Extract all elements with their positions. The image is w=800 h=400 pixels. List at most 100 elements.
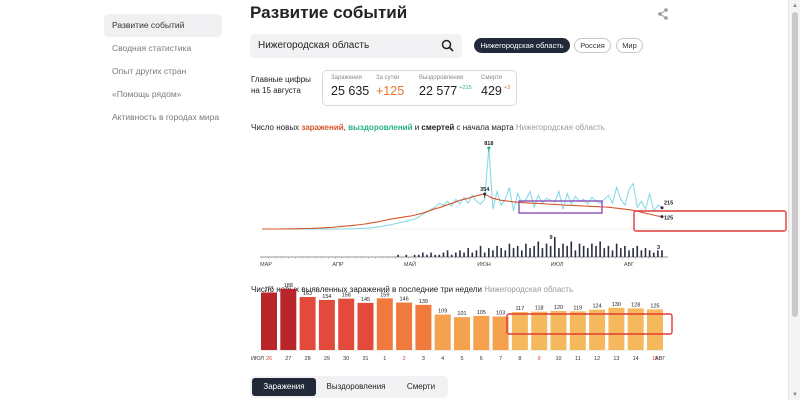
series-infections-line bbox=[262, 193, 663, 230]
death-bar bbox=[434, 254, 436, 257]
stat-delta: +215 bbox=[459, 85, 472, 91]
search-icon[interactable] bbox=[441, 39, 454, 52]
bar-value-label: 146 bbox=[400, 297, 409, 303]
peak-recoveries-label: 818 bbox=[484, 141, 493, 147]
stat-value: 22 577 +215 bbox=[419, 84, 472, 98]
sidebar-item-3[interactable]: «Помощь рядом» bbox=[112, 89, 182, 99]
death-bar bbox=[496, 245, 498, 257]
tab-recoveries[interactable]: Выздоровления bbox=[326, 382, 386, 391]
bar-value-label: 145 bbox=[361, 297, 370, 303]
death-bar bbox=[570, 241, 573, 257]
bar-value-label: 118 bbox=[535, 306, 544, 312]
death-bar bbox=[566, 245, 568, 257]
bar-day bbox=[569, 311, 586, 350]
death-bar bbox=[657, 250, 659, 257]
chart1-title-deaths: смертей bbox=[421, 123, 455, 132]
bar-month-start: ИЮЛ bbox=[251, 356, 264, 362]
death-bar bbox=[541, 248, 544, 257]
death-bar bbox=[397, 254, 399, 257]
stat-label: Заражения bbox=[331, 75, 362, 81]
death-bar bbox=[483, 252, 486, 257]
end-infections-label: 125 bbox=[664, 216, 673, 222]
chart1-title-prefix: Число новых bbox=[251, 123, 302, 132]
bar-day-label: 13 bbox=[613, 356, 619, 362]
death-bar bbox=[520, 250, 523, 257]
death-bar bbox=[459, 250, 461, 257]
bar-day-label: 1 bbox=[383, 356, 386, 362]
bar-value-label: 103 bbox=[496, 311, 505, 317]
death-peak-label: 9 bbox=[549, 235, 552, 241]
death-bar bbox=[504, 250, 507, 257]
death-bar bbox=[652, 252, 655, 257]
death-bar bbox=[599, 241, 601, 257]
bar-day-label: 8 bbox=[518, 356, 521, 362]
bar-day bbox=[454, 317, 470, 350]
chart1-title-and: и bbox=[412, 123, 422, 132]
death-bar bbox=[619, 248, 622, 257]
scroll-down-icon[interactable]: ▼ bbox=[792, 392, 798, 398]
main-figures-label-line1: Главные цифры bbox=[251, 75, 311, 84]
peak-recoveries-dot bbox=[487, 146, 491, 150]
bar-day-label: 10 bbox=[555, 356, 561, 362]
pill-russia[interactable]: Россия bbox=[574, 38, 611, 53]
death-bar bbox=[586, 248, 589, 257]
bar-day-label: 15 bbox=[652, 356, 658, 362]
death-bar bbox=[533, 245, 535, 257]
share-icon[interactable] bbox=[656, 7, 670, 21]
sidebar-nav: Развитие событий Сводная статистика Опыт д… bbox=[104, 14, 234, 129]
tab-deaths[interactable]: Смерти bbox=[406, 382, 436, 391]
month-tick-label: МАЙ bbox=[404, 260, 416, 268]
bar-day-label: 27 bbox=[285, 356, 291, 362]
sidebar-item-4[interactable]: Активность в городах мира bbox=[112, 112, 220, 122]
chart2-title-region: Нижегородская область bbox=[484, 285, 574, 294]
stat-deaths: Смерти 429 +3 bbox=[481, 75, 510, 98]
end-infections-dot bbox=[660, 215, 664, 219]
death-bar bbox=[463, 252, 465, 257]
death-bar bbox=[417, 254, 420, 257]
chart1-title-suffix: с начала марта bbox=[454, 123, 514, 132]
death-bar bbox=[422, 252, 424, 257]
pill-region-nizhny[interactable]: Нижегородская область bbox=[474, 38, 570, 53]
chart1-title-infections: заражений bbox=[301, 123, 344, 132]
death-bar bbox=[525, 243, 527, 257]
death-bar bbox=[636, 245, 639, 257]
peak-infections-label: 354 bbox=[480, 187, 490, 193]
stat-number: 25 635 bbox=[331, 84, 370, 98]
death-bar bbox=[558, 248, 560, 257]
pill-world[interactable]: Мир bbox=[616, 38, 643, 53]
region-search-input[interactable]: Нижегородская область bbox=[250, 34, 462, 58]
chart1-title-region: Нижегородская область bbox=[515, 123, 605, 132]
bar-day-label: 6 bbox=[480, 356, 483, 362]
bar-day bbox=[589, 309, 606, 350]
bar-value-label: 105 bbox=[477, 310, 486, 316]
metric-tabs: Заражения Выздоровления Смерти bbox=[250, 376, 448, 398]
bar-value-label: 120 bbox=[554, 305, 563, 311]
scroll-thumb[interactable] bbox=[792, 12, 798, 317]
bar-day bbox=[473, 315, 490, 350]
tab-infections[interactable]: Заражения bbox=[252, 378, 316, 396]
sidebar-item-0[interactable]: Развитие событий bbox=[104, 14, 222, 37]
bar-value-label: 119 bbox=[573, 305, 582, 311]
death-bar bbox=[661, 250, 663, 257]
chart1-title: Число новых заражений, выздоровлений и с… bbox=[251, 123, 605, 132]
page-scrollbar[interactable]: ▲ ▼ bbox=[788, 0, 800, 400]
chart2-highlight-box bbox=[506, 313, 673, 335]
bar-day bbox=[434, 314, 451, 350]
bar-day bbox=[396, 302, 413, 350]
death-bar bbox=[413, 254, 416, 257]
main-figures-label-line2: на 15 августа bbox=[251, 86, 301, 95]
bar-day bbox=[511, 311, 528, 350]
sidebar-item-2[interactable]: Опыт других стран bbox=[112, 66, 187, 76]
death-bar bbox=[537, 241, 540, 257]
scroll-up-icon[interactable]: ▲ bbox=[792, 3, 798, 9]
bar-day bbox=[492, 316, 509, 350]
bar-month-end: АВГ bbox=[655, 356, 665, 362]
stat-number: 22 577 bbox=[419, 84, 458, 98]
death-bar bbox=[624, 245, 626, 257]
sidebar-item-1[interactable]: Сводная статистика bbox=[112, 43, 192, 53]
stat-label: Смерти bbox=[481, 75, 503, 81]
bar-day bbox=[357, 302, 374, 350]
bar-day bbox=[647, 309, 663, 350]
month-tick-label: АПР bbox=[332, 262, 344, 268]
bar-day-label: 28 bbox=[305, 356, 311, 362]
